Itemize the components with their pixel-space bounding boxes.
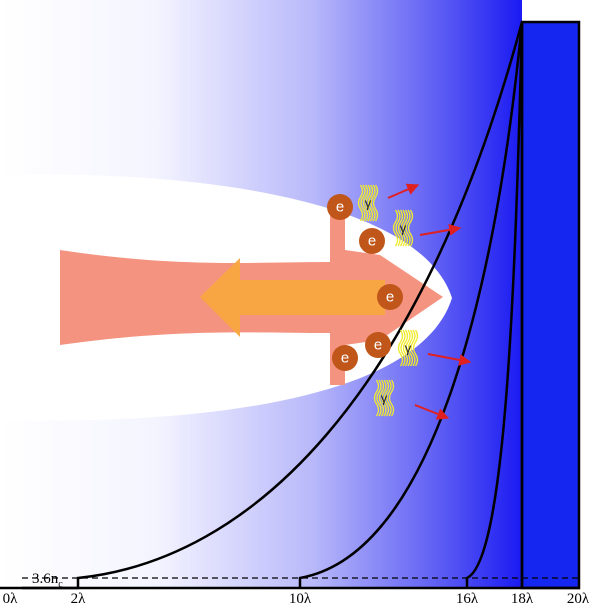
photon-label: γ <box>381 391 388 406</box>
density-text: 3.6n <box>32 571 59 587</box>
electron-label: e <box>341 350 349 367</box>
axis-label: 18λ <box>511 591 534 607</box>
solid-target <box>522 22 579 588</box>
axis-label: 2λ <box>71 591 87 607</box>
electron-label: e <box>368 233 376 250</box>
electron-label: e <box>386 289 394 306</box>
photon-label: γ <box>405 341 412 356</box>
diagram: 3.6nc 0λ 2λ 10λ 16λ 18λ 20λ γ γ γ γ e e e e e <box>0 0 594 608</box>
density-sub: c <box>58 579 63 590</box>
electron-label: e <box>374 337 382 354</box>
photon-label: γ <box>400 221 407 236</box>
axis-label: 16λ <box>456 591 479 607</box>
photon-label: γ <box>365 196 372 211</box>
axis-label: 0λ <box>3 591 19 607</box>
axis-label: 20λ <box>567 591 590 607</box>
axis-label: 10λ <box>289 591 312 607</box>
electron-label: e <box>336 199 344 216</box>
